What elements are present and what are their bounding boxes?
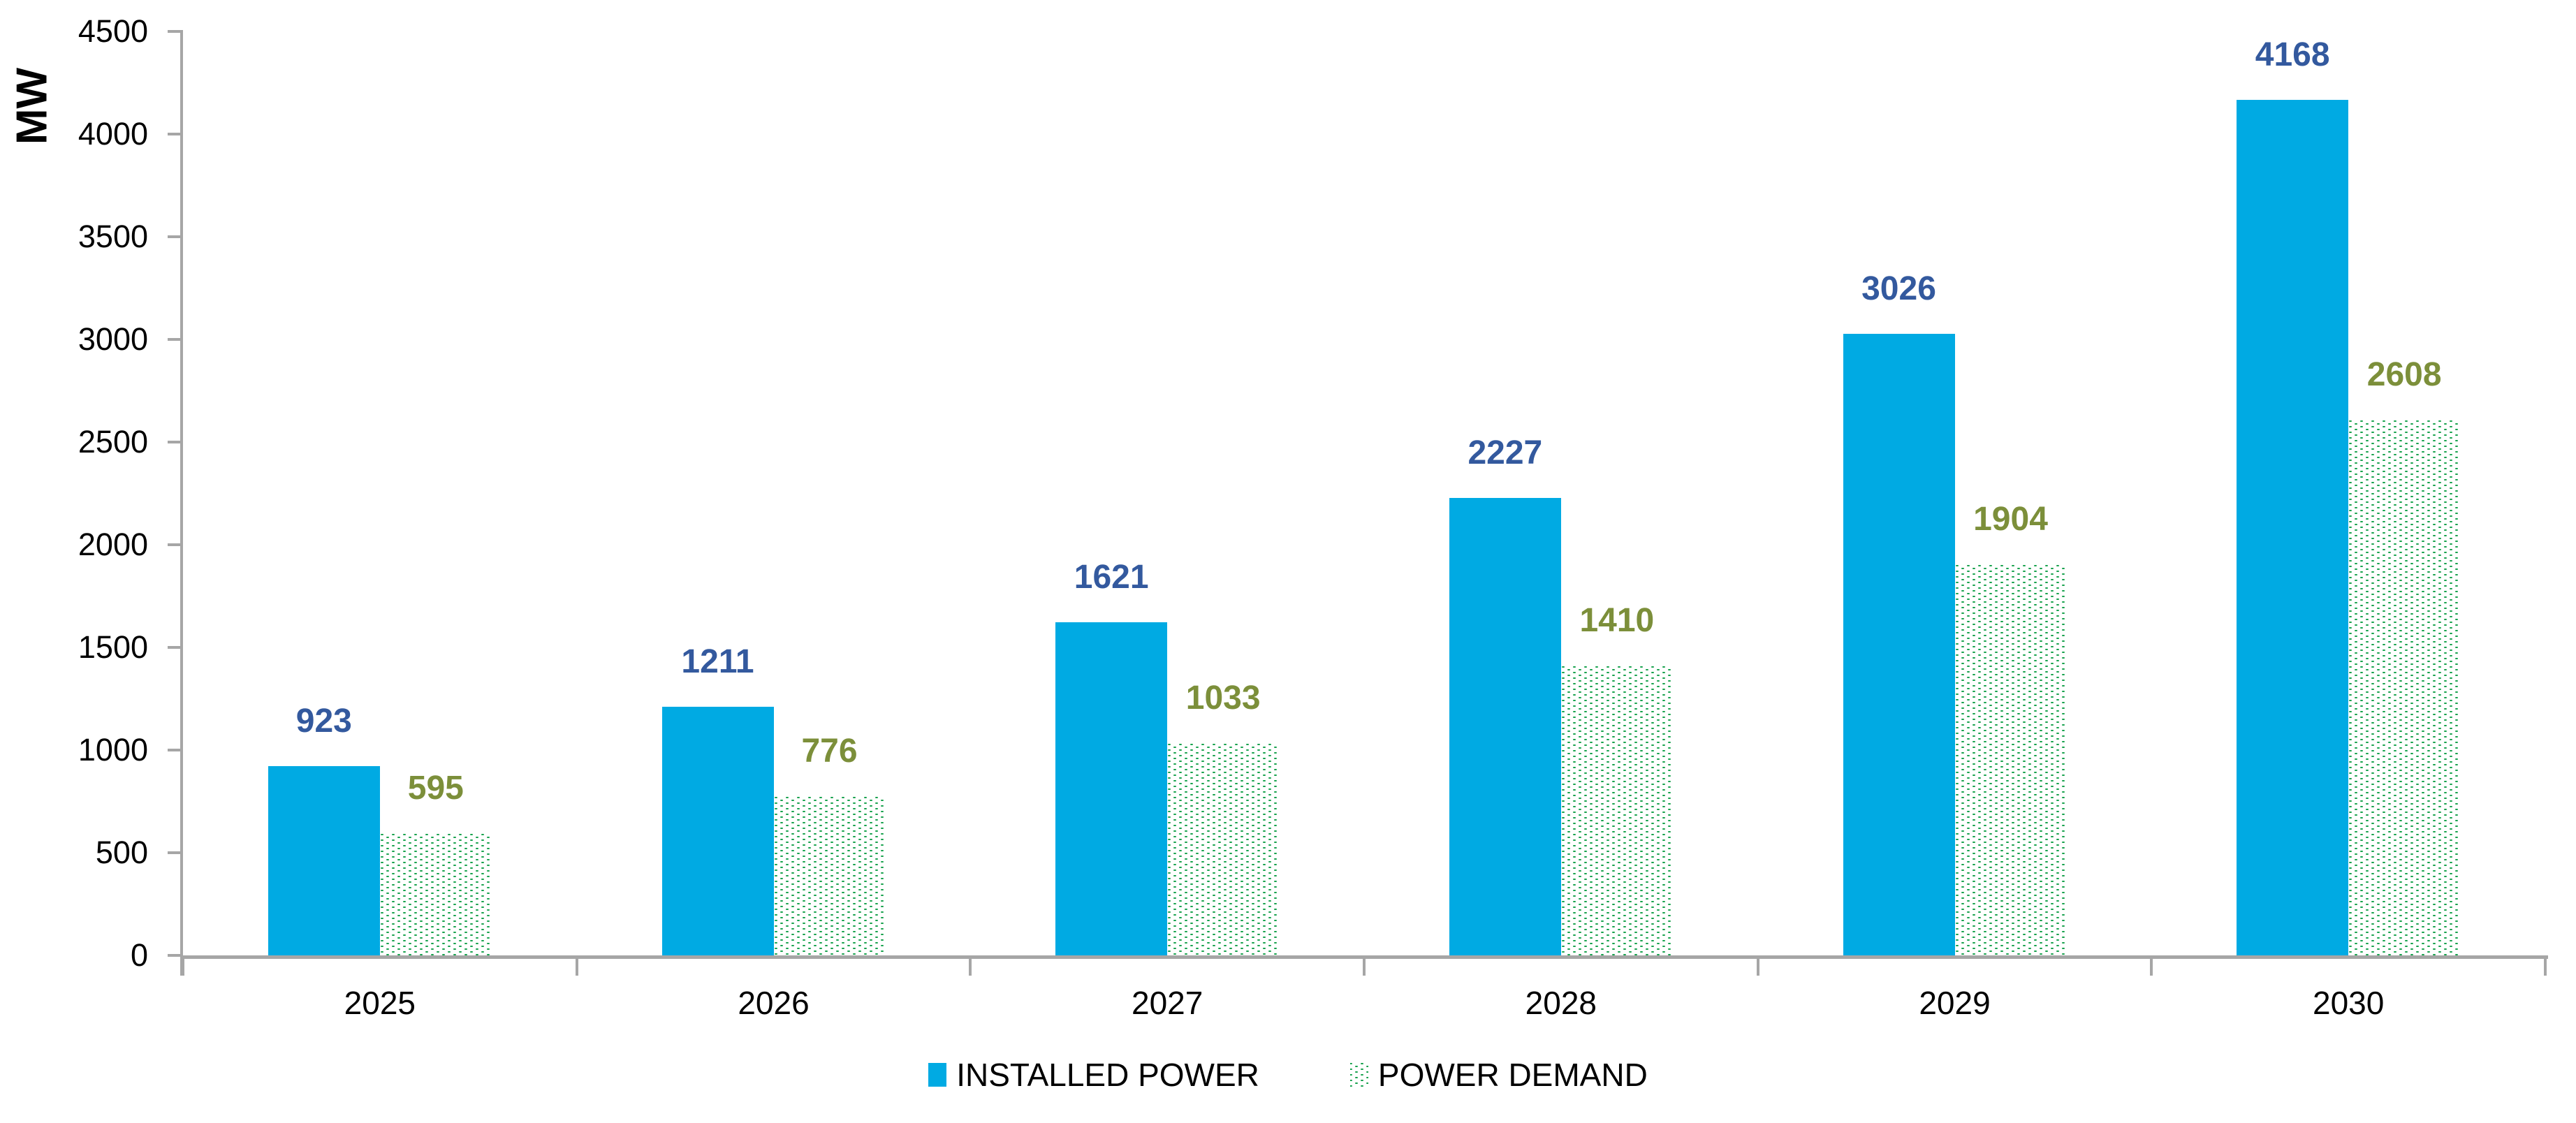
legend-item-power-demand: POWER DEMAND [1349,1056,1648,1094]
y-axis-tick-label: 500 [95,835,148,870]
bar-power-demand [379,833,492,955]
bar-installed-power [661,706,774,955]
x-axis-tick [1756,959,1759,976]
y-axis-tick-label: 2000 [78,527,148,562]
y-axis-tick-label: 3000 [78,321,148,357]
x-axis-tick [182,959,184,976]
value-label-installed-power: 1621 [1074,559,1149,596]
bar-power-demand [1167,743,1280,955]
y-axis-tick [168,646,183,649]
value-label-power-demand: 595 [407,770,464,807]
value-label-installed-power: 3026 [1861,270,1936,308]
y-axis-tick-label: 3500 [78,219,148,254]
bar-installed-power [2237,99,2349,955]
legend: INSTALLED POWER POWER DEMAND [0,1056,2576,1094]
y-axis-tick [168,441,183,443]
x-axis-tick [2150,959,2153,976]
value-label-power-demand: 2608 [2366,356,2442,394]
installed-power-swatch-icon [928,1063,947,1087]
y-axis-tick-label: 0 [130,937,148,973]
x-axis-category-label: 2027 [1131,985,1203,1021]
value-label-installed-power: 4168 [2255,36,2330,73]
x-axis-tick [575,959,578,976]
y-axis-tick-label: 1000 [78,732,148,768]
y-axis-tick [168,30,183,33]
y-axis-tick [168,338,183,341]
value-label-power-demand: 1410 [1579,602,1655,640]
x-axis-category-label: 2029 [1919,985,1991,1021]
y-axis-tick [168,235,183,238]
y-axis-tick-label: 2500 [78,424,148,460]
x-axis-category-label: 2026 [738,985,810,1021]
bar-power-demand [773,795,886,955]
y-axis-tick-label: 1500 [78,629,148,665]
value-label-installed-power: 2227 [1468,434,1543,472]
value-label-power-demand: 1033 [1185,680,1261,717]
x-axis-category-label: 2030 [2312,985,2385,1021]
value-label-power-demand: 776 [801,732,858,770]
bar-power-demand [1560,666,1673,955]
x-axis-line [180,955,2548,959]
value-label-installed-power: 923 [295,702,352,740]
y-axis-tick [168,954,183,957]
x-axis-tick [2544,959,2547,976]
x-axis-category-label: 2025 [344,985,416,1021]
power-demand-swatch-icon [1349,1063,1368,1087]
y-axis-tick [168,749,183,751]
y-axis-tick [168,543,183,546]
y-axis-tick [168,133,183,135]
bar-power-demand [2348,420,2461,955]
legend-label-installed-power: INSTALLED POWER [956,1057,1259,1093]
legend-item-installed-power: INSTALLED POWER [928,1056,1259,1094]
value-label-power-demand: 1904 [1973,501,2048,538]
bar-installed-power [1055,622,1168,955]
value-label-installed-power: 1211 [681,643,754,680]
bar-installed-power [268,765,380,955]
x-axis-tick [1363,959,1366,976]
y-axis-tick-label: 4000 [78,116,148,152]
bar-installed-power [1449,498,1561,955]
y-axis-tick-label: 4500 [78,13,148,49]
bar-installed-power [1843,334,1955,955]
y-axis-line [180,31,183,976]
x-axis-category-label: 2028 [1525,985,1597,1021]
bar-power-demand [1954,564,2067,955]
y-axis-tick [168,851,183,854]
legend-label-power-demand: POWER DEMAND [1377,1057,1648,1093]
x-axis-tick [969,959,972,976]
